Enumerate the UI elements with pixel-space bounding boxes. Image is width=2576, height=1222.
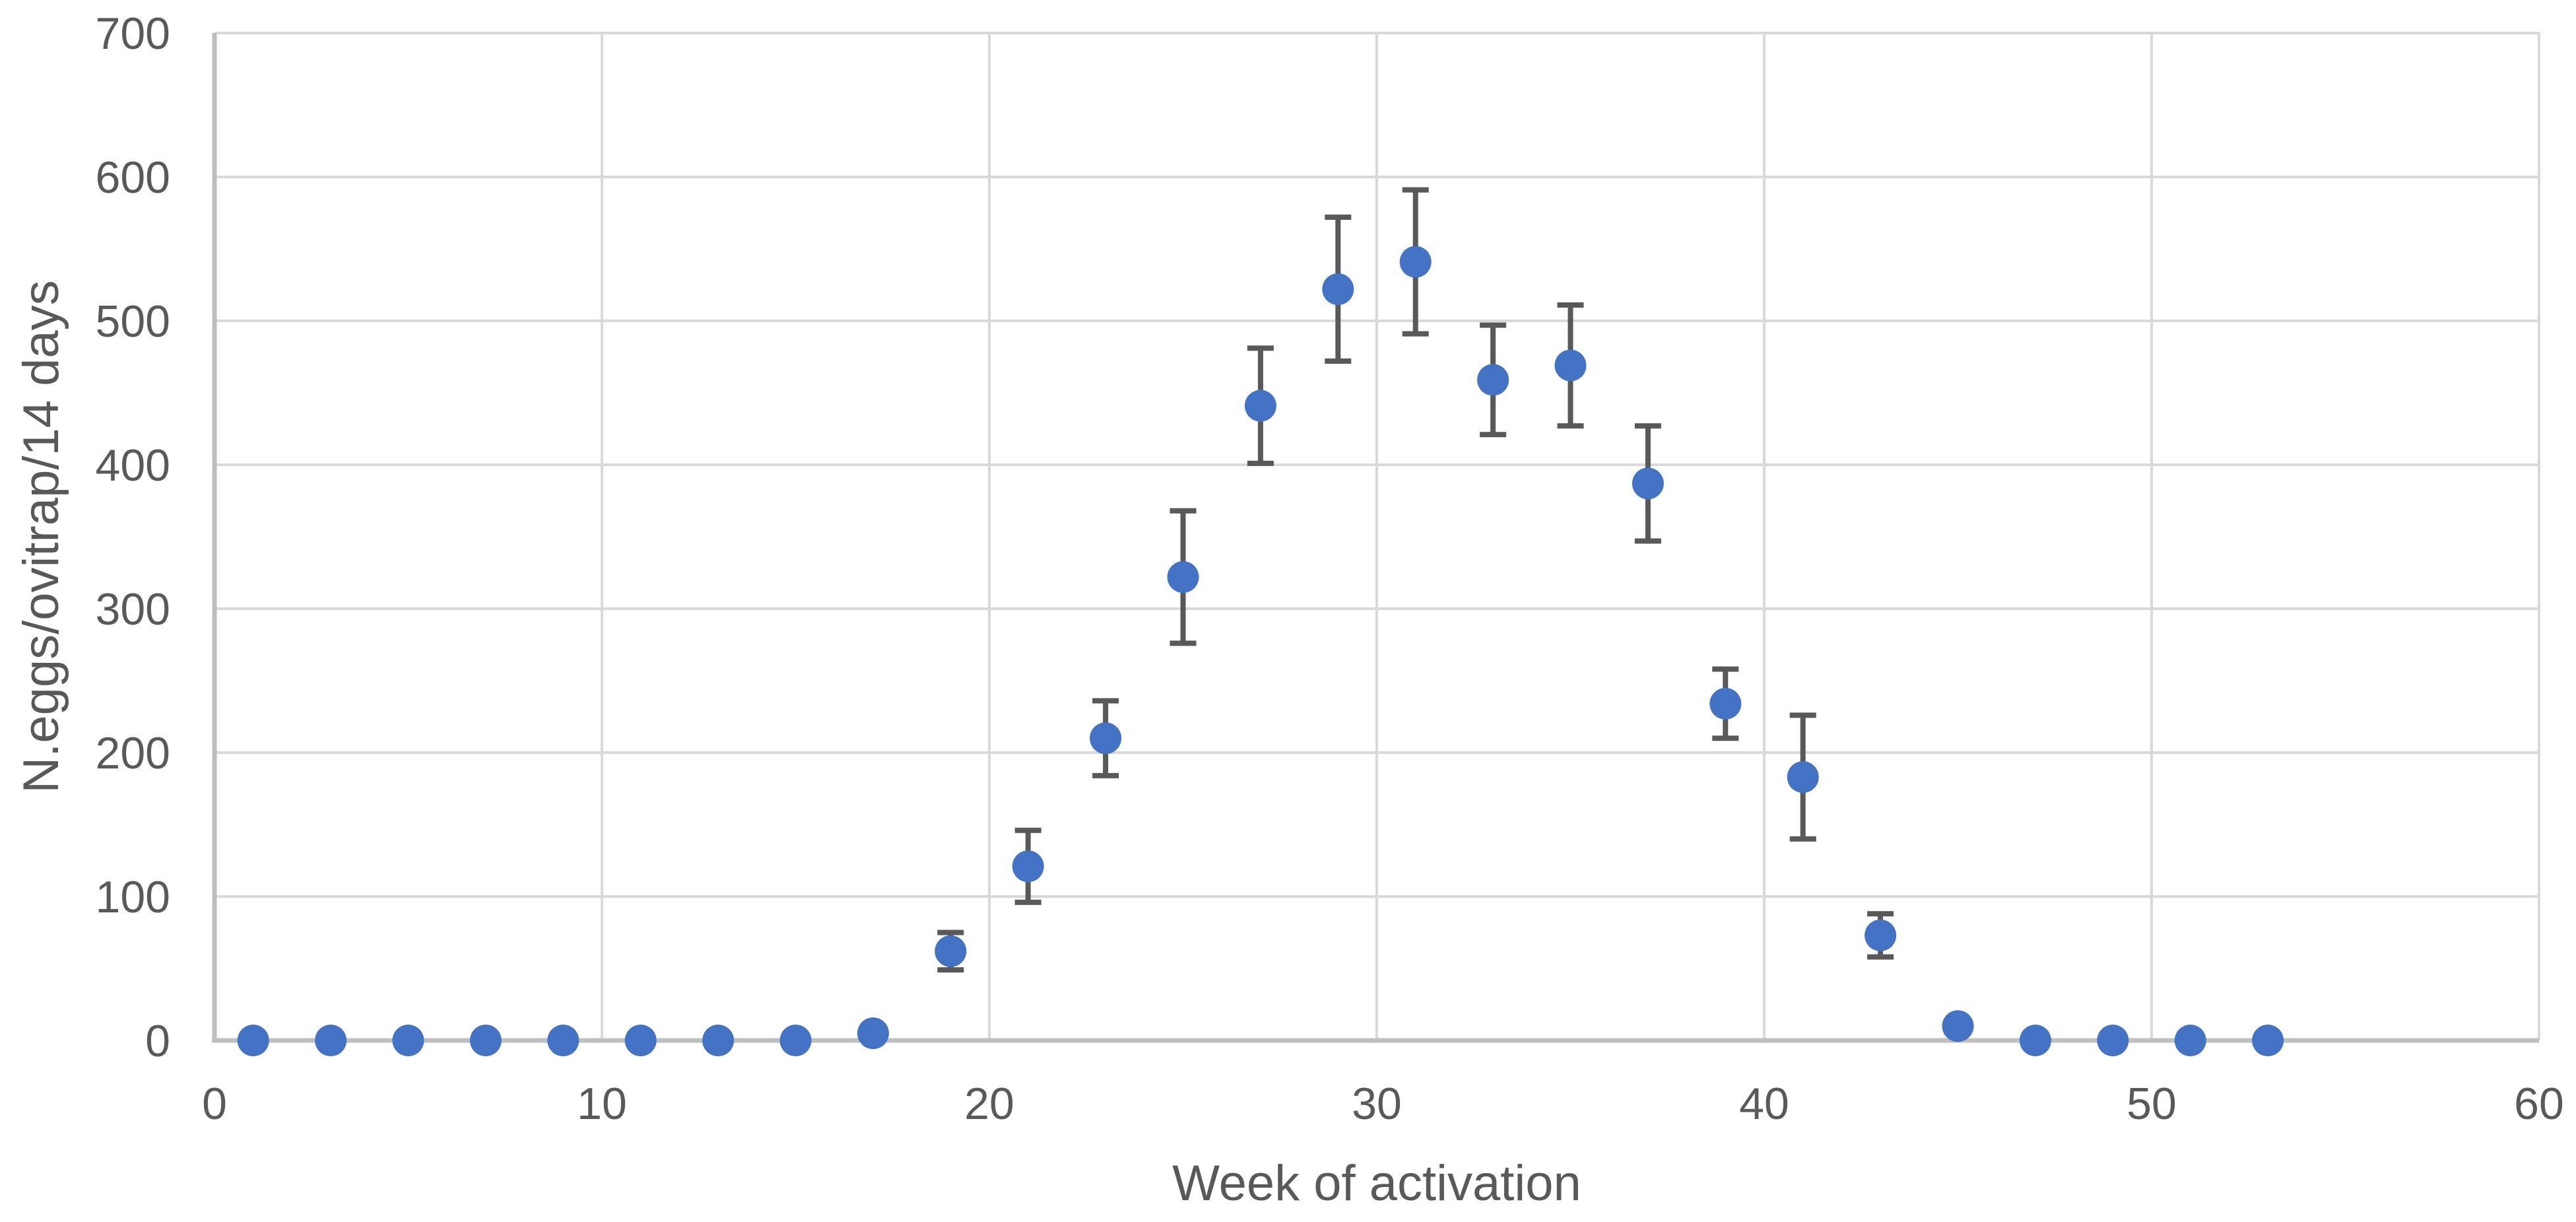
y-tick-label: 500 <box>96 296 170 347</box>
data-point <box>935 935 967 967</box>
data-point <box>1090 722 1122 755</box>
x-tick-label: 50 <box>2127 1079 2177 1129</box>
x-axis-title: Week of activation <box>1172 1155 1581 1211</box>
y-tick-label: 0 <box>145 1016 170 1066</box>
data-point <box>1167 561 1199 594</box>
y-tick-label: 600 <box>96 153 170 203</box>
data-point <box>392 1025 424 1056</box>
x-tick-label: 0 <box>202 1079 227 1129</box>
data-point <box>1554 349 1587 382</box>
data-point <box>2174 1025 2206 1056</box>
y-tick-label: 200 <box>96 728 170 778</box>
x-tick-label: 10 <box>577 1079 627 1129</box>
y-tick-label: 700 <box>96 9 170 59</box>
y-axis-title: N.eggs/ovitrap/14 days <box>13 280 69 793</box>
chart-layers: 0 100 200 300 400 500 600 700 0 10 20 30 40 50 60 <box>96 9 2564 1129</box>
data-point <box>469 1025 502 1056</box>
data-point <box>1632 467 1664 500</box>
data-point <box>2252 1025 2284 1056</box>
data-point <box>624 1025 657 1056</box>
data-point <box>1012 850 1044 883</box>
data-point <box>237 1025 269 1056</box>
data-point <box>1322 273 1354 306</box>
data-point <box>1942 1010 1974 1042</box>
y-tick-label: 400 <box>96 440 170 491</box>
data-point <box>1865 919 1897 951</box>
data-point <box>2019 1025 2051 1056</box>
data-point <box>547 1025 579 1056</box>
x-tick-label: 30 <box>1352 1079 1402 1129</box>
data-point <box>779 1025 812 1056</box>
data-point <box>1709 687 1742 720</box>
data-point <box>1477 364 1509 396</box>
x-tick-label: 20 <box>964 1079 1014 1129</box>
data-point <box>1244 390 1276 422</box>
data-point <box>315 1025 347 1056</box>
data-point <box>702 1025 735 1056</box>
data-point <box>1787 761 1819 794</box>
data-point <box>2097 1025 2129 1056</box>
x-tick-label: 60 <box>2514 1079 2564 1129</box>
y-tick-label: 100 <box>96 872 170 922</box>
x-tick-label: 40 <box>1739 1079 1789 1129</box>
y-tick-label: 300 <box>96 584 170 634</box>
data-point <box>1399 246 1432 278</box>
data-point <box>857 1017 889 1050</box>
